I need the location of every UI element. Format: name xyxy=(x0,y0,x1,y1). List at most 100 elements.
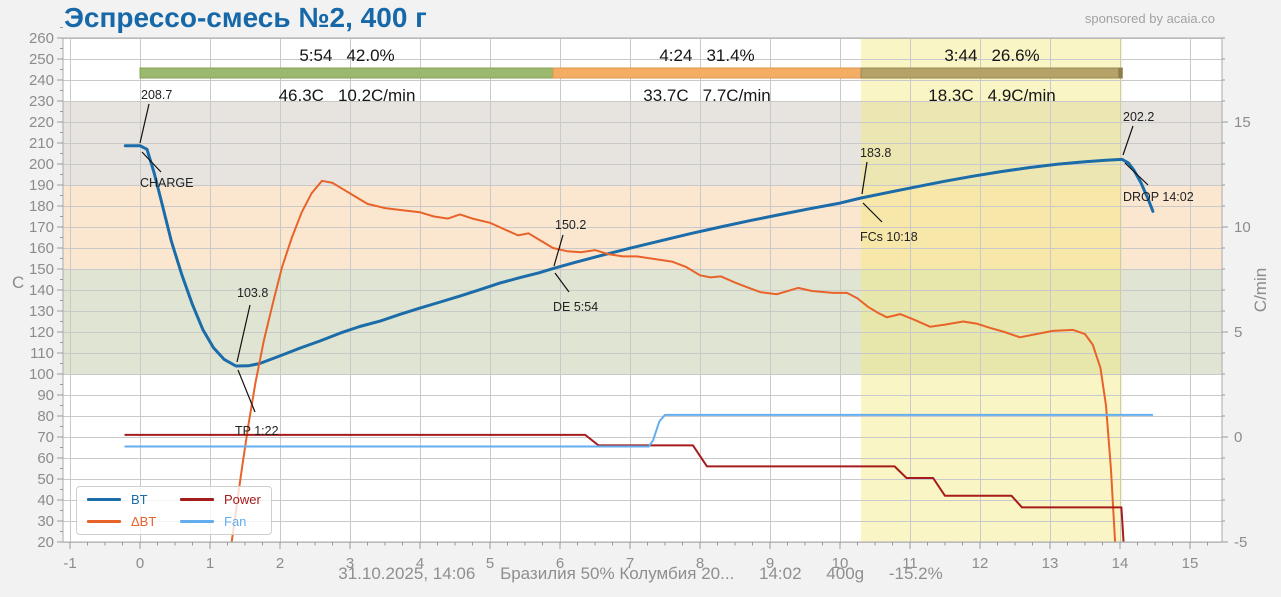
legend-label: Fan xyxy=(224,514,247,530)
legend-label: ΔBT xyxy=(131,514,157,530)
svg-text:3: 3 xyxy=(346,555,354,572)
svg-text:4: 4 xyxy=(416,555,424,572)
legend-item-power[interactable]: Power xyxy=(174,488,267,511)
phase-percent: 31.4% xyxy=(706,46,755,65)
svg-text:70: 70 xyxy=(37,429,54,446)
svg-text:250: 250 xyxy=(29,51,54,68)
svg-text:7: 7 xyxy=(626,555,634,572)
svg-text:15: 15 xyxy=(1182,555,1199,572)
curve-Power xyxy=(124,433,1125,542)
svg-text:10: 10 xyxy=(1234,219,1251,236)
svg-text:14: 14 xyxy=(1112,555,1129,572)
phase-bar-end-cap xyxy=(1118,68,1123,78)
event-DROP: 202.2 DROP 14:02 xyxy=(1122,110,1194,204)
svg-text:10: 10 xyxy=(832,555,849,572)
svg-text:230: 230 xyxy=(29,93,54,110)
svg-text:9: 9 xyxy=(766,555,774,572)
phase-ror: 10.2C/min xyxy=(337,86,416,105)
svg-text:80: 80 xyxy=(37,408,54,425)
curve-BT xyxy=(123,144,1155,368)
status-bar: 31.10.2025, 14:06 Бразилия 50% Колумбия … xyxy=(0,564,1281,584)
axis-tick-labels: 2030405060708090100110120130140150160170… xyxy=(29,30,1251,572)
phase-delta-temp: 33.7C xyxy=(643,86,689,105)
event-value: 202.2 xyxy=(1123,110,1154,124)
svg-text:140: 140 xyxy=(29,282,54,299)
gridlines xyxy=(63,38,1222,543)
status-weight: 400g xyxy=(826,564,865,583)
svg-text:60: 60 xyxy=(37,450,54,467)
phase-development-label: 3:44 26.6% 18.3C 4.9C/min xyxy=(842,46,1142,106)
svg-text:5: 5 xyxy=(1234,324,1242,341)
phase-maillard-label: 4:24 31.4% 33.7C 7.7C/min xyxy=(557,46,857,106)
phase-delta-temp: 46.3C xyxy=(278,86,324,105)
power-line-swatch xyxy=(180,497,214,501)
legend-label: Power xyxy=(224,491,261,507)
svg-text:210: 210 xyxy=(29,135,54,152)
svg-text:50: 50 xyxy=(37,471,54,488)
svg-text:-1: -1 xyxy=(63,555,76,572)
phase-duration: 3:44 xyxy=(944,46,978,65)
svg-text:150: 150 xyxy=(29,261,54,278)
svg-text:12: 12 xyxy=(972,555,989,572)
legend-label: BT xyxy=(131,491,148,507)
svg-text:40: 40 xyxy=(37,492,54,509)
curve-Fan xyxy=(124,413,1154,448)
legend-item-bt[interactable]: BT xyxy=(81,488,174,511)
status-roast-time: 14:02 xyxy=(759,564,802,583)
event-name: TP 1:22 xyxy=(235,424,279,438)
axis-ticks xyxy=(57,27,1228,549)
deltabt-line-swatch xyxy=(87,520,121,524)
bt-line-swatch xyxy=(87,497,121,501)
svg-text:160: 160 xyxy=(29,240,54,257)
svg-text:11: 11 xyxy=(902,555,918,572)
event-value: 208.7 xyxy=(141,88,172,102)
svg-text:130: 130 xyxy=(29,303,54,320)
event-FCs: 183.8 FCs 10:18 xyxy=(860,146,918,244)
sponsor-link[interactable]: sponsored by acaia.co xyxy=(1084,11,1215,26)
event-name: DROP 14:02 xyxy=(1123,190,1194,204)
event-TP: 103.8 TP 1:22 xyxy=(235,286,279,438)
legend-item-deltabt[interactable]: ΔBT xyxy=(81,511,174,534)
left-axis-title: C xyxy=(12,273,24,292)
phase-percent: 26.6% xyxy=(991,46,1040,65)
event-name: DE 5:54 xyxy=(553,300,598,314)
svg-text:260: 260 xyxy=(29,30,54,47)
svg-text:90: 90 xyxy=(37,387,54,404)
svg-text:180: 180 xyxy=(29,198,54,215)
svg-text:240: 240 xyxy=(29,72,54,89)
svg-text:6: 6 xyxy=(556,555,564,572)
legend-item-fan[interactable]: Fan xyxy=(174,511,267,534)
right-axis-title: C/min xyxy=(1251,268,1270,312)
status-weight-loss: -15.2% xyxy=(888,564,943,583)
event-value: 150.2 xyxy=(555,218,586,232)
svg-text:110: 110 xyxy=(30,345,54,362)
svg-text:5: 5 xyxy=(486,555,494,572)
phase-duration: 4:24 xyxy=(659,46,693,65)
phase-ror: 7.7C/min xyxy=(702,86,771,105)
page-title: Эспрессо-смесь №2, 400 г xyxy=(64,2,427,33)
svg-text:170: 170 xyxy=(29,219,54,236)
event-value: 103.8 xyxy=(237,286,268,300)
svg-text:2: 2 xyxy=(276,555,284,572)
fan-line-swatch xyxy=(180,520,214,524)
legend: BT ΔBT Power Fan xyxy=(76,486,272,535)
status-beans: Бразилия 50% Колумбия 20... xyxy=(500,564,735,583)
phase-delta-temp: 18.3C xyxy=(928,86,974,105)
phase-duration: 5:54 xyxy=(299,46,333,65)
svg-text:0: 0 xyxy=(1234,429,1242,446)
svg-text:100: 100 xyxy=(29,366,54,383)
status-date: 31.10.2025, 14:06 xyxy=(338,564,476,583)
svg-text:1: 1 xyxy=(206,555,214,572)
event-name: CHARGE xyxy=(140,176,193,190)
svg-text:30: 30 xyxy=(37,513,54,530)
svg-text:20: 20 xyxy=(37,534,54,551)
svg-text:-5: -5 xyxy=(1234,534,1247,551)
event-value: 183.8 xyxy=(860,146,891,160)
phase-drying-label: 5:54 42.0% 46.3C 10.2C/min xyxy=(197,46,497,106)
svg-text:13: 13 xyxy=(1042,555,1059,572)
svg-text:15: 15 xyxy=(1234,114,1251,131)
svg-text:8: 8 xyxy=(696,555,704,572)
event-name: FCs 10:18 xyxy=(860,230,918,244)
svg-text:200: 200 xyxy=(29,156,54,173)
